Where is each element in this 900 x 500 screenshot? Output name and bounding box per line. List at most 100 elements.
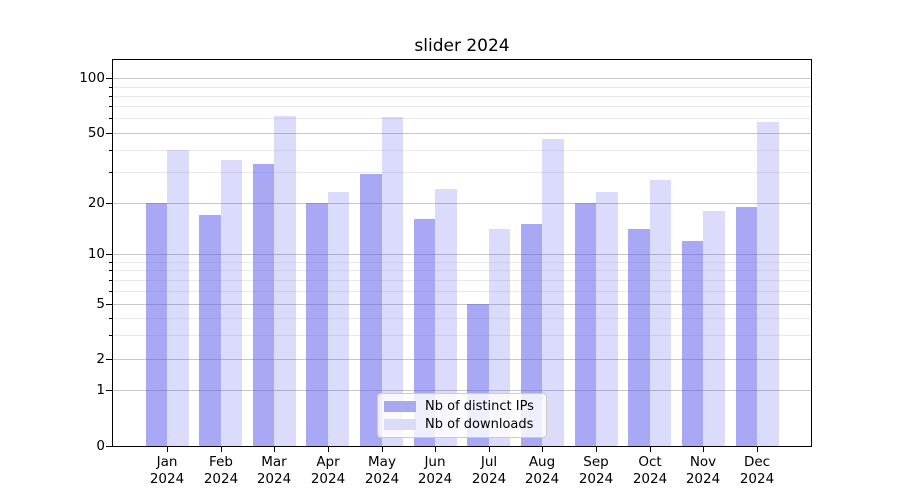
x-axis-year-text: 2024 [471, 471, 507, 487]
bar-downloads-feb [220, 160, 243, 446]
x-axis-tick [489, 447, 490, 452]
x-axis-tick [542, 447, 543, 452]
x-axis-tick [757, 447, 758, 452]
x-axis-month-text: Jul [480, 454, 498, 470]
legend-item-downloads: Nb of downloads [384, 417, 540, 432]
x-axis-month-text: Mar [261, 454, 287, 470]
bar-distinct-ips-aug [520, 224, 543, 446]
y-axis-minor-tick [109, 270, 112, 271]
plot-area: 0 1 2 5 10 20 50 100 Jan 2024 Feb 2024 Mar 2024 Apr 202… [79, 59, 812, 487]
gridline-minor [113, 270, 811, 271]
bar-downloads-sep [596, 192, 618, 446]
x-axis-tick-label: Jan 2024 [135, 454, 199, 488]
x-axis-year-text: 2024 [203, 471, 239, 487]
legend: Nb of distinct IPs Nb of downloads [377, 393, 547, 438]
x-axis-tick [328, 447, 329, 452]
x-axis-tick [596, 447, 597, 452]
y-axis-minor-tick [109, 118, 112, 119]
gridline-major [113, 254, 811, 255]
x-axis-month-text: Feb [209, 454, 233, 470]
x-axis-year-text: 2024 [310, 471, 346, 487]
bar-downloads-apr [327, 192, 350, 446]
bar-downloads-may [381, 117, 404, 446]
y-axis-tick [106, 446, 112, 447]
x-axis-month-text: Aug [528, 454, 556, 470]
x-axis-year-text: 2024 [632, 471, 668, 487]
x-axis-month-text: Apr [316, 454, 340, 470]
x-axis-tick-label: Nov 2024 [671, 454, 735, 488]
bar-distinct-ips-jun [413, 219, 436, 446]
y-axis-tick-label: 20 [87, 195, 105, 211]
gridline-minor [113, 87, 811, 88]
y-axis-tick [106, 78, 112, 79]
chart-title: slider 2024 [414, 36, 510, 56]
gridline-major [113, 133, 811, 134]
x-axis-month-text: Sep [583, 454, 609, 470]
x-axis-month-text: Jan [156, 454, 178, 470]
gridline-minor [113, 335, 811, 336]
y-axis-tick-label: 2 [96, 351, 105, 367]
y-axis-tick-label: 1 [96, 382, 105, 398]
y-axis-tick [106, 390, 112, 391]
bar-distinct-ips-dec [735, 207, 757, 446]
bar-downloads-mar [274, 116, 296, 446]
x-axis-tick-label: Sep 2024 [564, 454, 628, 488]
x-axis-month-text: May [368, 454, 396, 470]
legend-swatch-distinct-ips [384, 401, 416, 412]
x-axis-year-text: 2024 [417, 471, 453, 487]
x-axis-tick [703, 447, 704, 452]
x-axis-month-text: Oct [638, 454, 662, 470]
bar-downloads-jun [435, 189, 457, 446]
y-axis-minor-tick [109, 87, 112, 88]
bar-distinct-ips-feb [199, 215, 221, 446]
y-axis-minor-tick [109, 96, 112, 97]
y-axis-tick-label: 0 [96, 438, 105, 454]
y-axis-tick [106, 203, 112, 204]
gridline-major [113, 78, 811, 79]
bar-downloads-jan [167, 150, 189, 446]
x-axis-tick-label: Mar 2024 [242, 454, 306, 488]
x-axis-year-text: 2024 [364, 471, 400, 487]
y-axis-minor-tick [109, 335, 112, 336]
y-axis-minor-tick [109, 106, 112, 107]
gridline-minor [113, 96, 811, 97]
y-axis-minor-tick [109, 280, 112, 281]
x-axis-tick [221, 447, 222, 452]
x-axis-tick-label: Jul 2024 [457, 454, 521, 488]
x-axis-tick [650, 447, 651, 452]
bar-distinct-ips-nov [681, 241, 704, 446]
x-axis-tick-label: Apr 2024 [296, 454, 360, 488]
x-axis-year-text: 2024 [739, 471, 775, 487]
y-axis-minor-tick [109, 262, 112, 263]
y-axis-tick-label: 100 [79, 70, 105, 86]
bar-distinct-ips-apr [306, 203, 328, 446]
gridline-major [113, 359, 811, 360]
x-axis-tick-label: Dec 2024 [725, 454, 789, 488]
x-axis-tick-label: Oct 2024 [618, 454, 682, 488]
y-axis-tick-label: 50 [87, 125, 105, 141]
legend-swatch-downloads [384, 419, 416, 430]
x-axis-year-text: 2024 [524, 471, 560, 487]
x-axis-tick-label: Feb 2024 [189, 454, 253, 488]
x-axis-tick-label: May 2024 [350, 454, 414, 488]
gridline-major [113, 304, 811, 305]
bar-distinct-ips-mar [252, 164, 275, 446]
bar-distinct-ips-jan [145, 203, 167, 446]
x-axis-tick [382, 447, 383, 452]
gridline-major [113, 390, 811, 391]
x-axis-year-text: 2024 [256, 471, 292, 487]
legend-label-distinct-ips: Nb of distinct IPs [425, 399, 534, 414]
gridline-minor [113, 106, 811, 107]
x-axis-tick [274, 447, 275, 452]
x-axis-year-text: 2024 [149, 471, 185, 487]
y-axis-minor-tick [109, 291, 112, 292]
bar-distinct-ips-sep [574, 203, 597, 446]
y-axis-tick [106, 304, 112, 305]
gridline-minor [113, 280, 811, 281]
gridline-minor [113, 118, 811, 119]
gridline-minor [113, 262, 811, 263]
gridline-minor [113, 318, 811, 319]
x-axis-year-text: 2024 [578, 471, 614, 487]
bar-downloads-aug [542, 139, 564, 446]
